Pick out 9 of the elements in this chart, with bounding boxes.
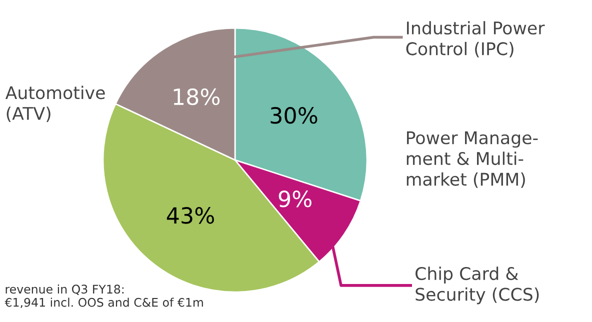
data-label: 18% [174,88,220,106]
data-label: 43% [166,207,214,224]
data-label: 30% [270,106,318,124]
data-label: 9% [278,190,312,208]
slice-label: Industrial Power Control (IPC) [406,21,545,58]
slice-label: Automotive (ATV) [5,86,105,122]
text: revenue in Q3 FY18: €1,941 incl. OOS and C&E of €1m [4,284,203,308]
slice-label: Power Manage- ment & Multi- market (PMM) [406,131,538,188]
slice-label: Chip Card & Security (CCS) [416,266,539,304]
